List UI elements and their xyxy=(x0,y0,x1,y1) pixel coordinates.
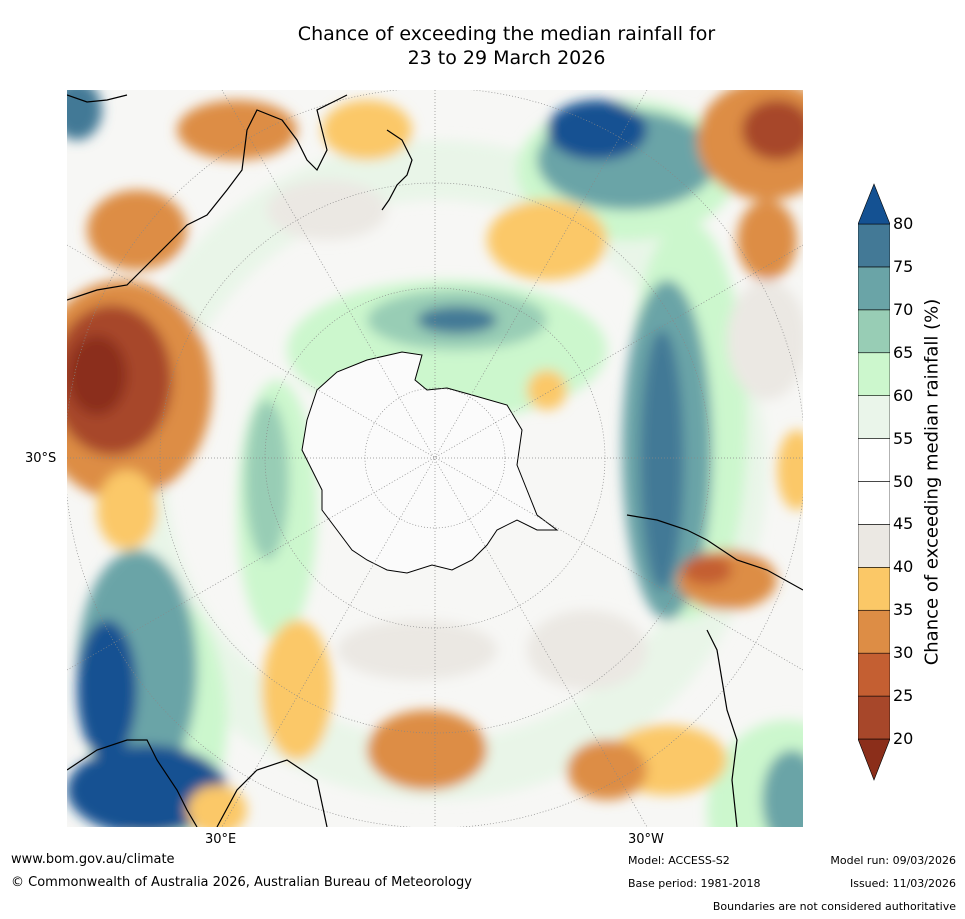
colorbar-band xyxy=(858,438,890,482)
colorbar-tick-label: 65 xyxy=(893,342,914,362)
colorbar-band xyxy=(858,266,890,311)
colorbar-band xyxy=(858,524,890,568)
colorbar-band xyxy=(858,223,890,268)
colorbar-band xyxy=(858,352,890,396)
colorbar-band xyxy=(858,395,890,439)
issued-text: Issued: 11/03/2026 xyxy=(849,877,956,890)
coastlines xyxy=(67,94,803,827)
colorbar-band xyxy=(858,695,890,740)
website-link[interactable]: www.bom.gov.au/climate xyxy=(11,852,175,867)
colorbar-tick-label: 35 xyxy=(893,600,914,620)
colorbar-tick-label: 80 xyxy=(893,214,914,233)
map-canvas xyxy=(67,90,803,827)
colorbar-band xyxy=(858,609,890,654)
graticule xyxy=(67,90,803,827)
colorbar-band xyxy=(858,481,890,525)
colorbar-tick-label: 55 xyxy=(893,428,914,448)
colorbar-band xyxy=(858,309,890,354)
colorbar-cap-low xyxy=(858,738,890,781)
colorbar-title: Chance of exceeding median rainfall (%) xyxy=(921,298,943,666)
lon-label-30w: 30°W xyxy=(628,832,664,847)
antarctica xyxy=(301,351,559,574)
lat-label-30s: 30°S xyxy=(25,451,57,466)
colorbar-tick-label: 70 xyxy=(893,299,914,319)
colorbar-tick-label: 25 xyxy=(893,686,914,706)
map-title: Chance of exceeding the median rainfall … xyxy=(0,22,965,70)
colorbar-tick-label: 50 xyxy=(893,471,914,491)
colorbar xyxy=(858,183,890,781)
colorbar-tick-label: 75 xyxy=(893,256,914,276)
base-period-text: Base period: 1981-2018 xyxy=(628,877,761,890)
colorbar-tick-label: 30 xyxy=(893,643,914,663)
rainfall-map[interactable] xyxy=(67,90,803,827)
title-line-2: 23 to 29 March 2026 xyxy=(407,47,606,69)
colorbar-tick-label: 45 xyxy=(893,514,914,534)
title-line-1: Chance of exceeding the median rainfall … xyxy=(297,23,716,45)
lon-label-30e: 30°E xyxy=(205,832,237,847)
colorbar-tick-label: 60 xyxy=(893,385,914,405)
colorbar-tick-label: 40 xyxy=(893,557,914,577)
colorbar-band xyxy=(858,652,890,697)
colorbar-cap-high xyxy=(858,183,890,225)
colorbar-band xyxy=(858,567,890,611)
copyright-text: © Commonwealth of Australia 2026, Austra… xyxy=(11,875,472,890)
model-text: Model: ACCESS-S2 xyxy=(628,854,730,867)
disclaimer-text: Boundaries are not considered authoritat… xyxy=(712,900,956,913)
colorbar-tick-label: 20 xyxy=(893,729,914,748)
model-run-text: Model run: 09/03/2026 xyxy=(830,854,956,867)
